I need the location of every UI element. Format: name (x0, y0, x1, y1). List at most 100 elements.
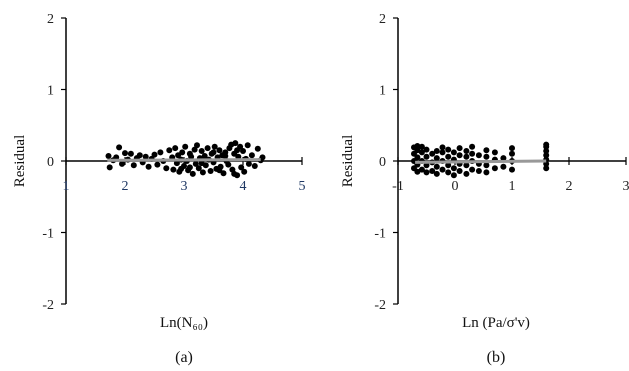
panel-a-data-point (199, 169, 206, 176)
panel-a-data-point (225, 161, 232, 168)
panel-a-data-point (204, 145, 211, 152)
panel-b-x-tick-label: 0 (452, 179, 459, 194)
panel-b-data-point (456, 168, 463, 174)
panel-a-data-point (211, 143, 218, 150)
panel-b-y-axis-title: Residual (340, 135, 356, 188)
panel-a-data-point (198, 148, 205, 154)
panel-a-data-point (142, 153, 149, 160)
panel-a-y-tick-label: -2 (42, 298, 54, 313)
panel-b-trend-line (415, 159, 547, 164)
panel-b-data-point (433, 155, 440, 162)
panel-a-x-tick-label: 5 (299, 179, 306, 194)
panel-a-caption: (a) (175, 349, 193, 366)
panel-a-data-point (248, 152, 255, 159)
panel-b-y-tick-label: -1 (374, 227, 386, 242)
panel-b-caption: (b) (487, 349, 506, 366)
panel-b-data-point (418, 143, 425, 150)
panel-a-data-point (173, 160, 180, 167)
panel-a-data-point (172, 145, 179, 152)
panel-a-y-tick-label: -1 (42, 227, 54, 242)
panel-b-data-point (429, 150, 436, 157)
panel-a-data-point (192, 160, 199, 167)
panel-b-x-tick-label: 1 (509, 179, 516, 194)
panel-b-data-point (450, 172, 457, 179)
panel-a-data-point (201, 153, 208, 159)
panel-a-data-point (116, 144, 123, 151)
panel-b-data-point (509, 166, 515, 173)
panel-b-x-axis-title: Ln (Pa/σ'v) (462, 315, 530, 331)
panel-b-data-point (423, 146, 430, 153)
panel-b-data-point (439, 144, 446, 151)
panel-b-data-point (414, 147, 421, 154)
panel-b-data-point (414, 168, 421, 175)
panel-b-y-tick-label: -2 (374, 298, 386, 313)
panel-b-data-point (450, 149, 457, 156)
panel-a-data-point (130, 162, 137, 169)
panel-b-y-tick-label: 0 (379, 155, 386, 170)
panel-a-data-point (232, 140, 239, 147)
panel-a-data-point (179, 149, 186, 156)
panel-b-data-point (433, 148, 440, 154)
panel-b-data-point (509, 150, 515, 157)
panel-a-y-tick-label: 0 (47, 155, 54, 170)
panel-a-x-tick-label: 1 (63, 179, 70, 194)
panel-b-data-point (418, 149, 425, 156)
panel-a-y-tick-label: 1 (47, 84, 54, 99)
panel-a-data-point (166, 147, 173, 154)
panel-a-data-point (234, 147, 241, 154)
panel-b-data-point (475, 168, 482, 174)
panel-a-data-point (122, 150, 128, 157)
panel-a-x-tick-label: 2 (122, 179, 129, 194)
panel-a-y-axis-title: Residual (12, 135, 28, 188)
panel-b-data-point (500, 155, 507, 162)
panel-a-data-point (216, 167, 223, 174)
panel-a-data-point (240, 148, 246, 154)
panel-a-data-point (210, 149, 217, 156)
panel-a-data-point (194, 142, 200, 149)
panel-b-data-point (483, 162, 490, 169)
panel-b-data-point (433, 170, 440, 177)
panel-a-x-axis-title: Ln(N₆₀) (160, 315, 208, 331)
panel-b-data-point (463, 170, 470, 177)
panel-a-data-point (251, 163, 258, 169)
panel-b-data-point (469, 166, 476, 173)
panel-b-data-point (469, 143, 476, 150)
panel-b-data-point (445, 146, 452, 153)
panel-b-data-point (509, 145, 515, 152)
panel-a-data-point (106, 164, 113, 171)
panel-b-data-point (456, 152, 463, 159)
panel-b-data-point (543, 141, 550, 148)
panel-b-x-tick-label: 2 (566, 179, 573, 194)
panel-a-data-point (254, 145, 261, 152)
panel-b-data-point (450, 165, 457, 172)
panel-a-y-tick-label: 2 (47, 12, 54, 27)
panel-b-data-point (463, 162, 470, 169)
panel-a-data-point (244, 142, 251, 149)
panel-a-data-point (207, 168, 214, 174)
panel-b-data-point (423, 169, 430, 176)
panel-a-x-tick-label: 3 (181, 179, 188, 194)
panel-b-data-point (445, 153, 452, 160)
panel-b-data-point (483, 169, 490, 176)
panel-a-data-point (154, 161, 161, 168)
panel-b-x-tick-label: 3 (623, 179, 629, 194)
panel-a-data-point (119, 160, 125, 167)
panel-b-data-point (491, 165, 498, 172)
panel-a-data-point (136, 152, 143, 159)
panel-a-data-point (186, 164, 193, 171)
panel-a-data-point (189, 170, 196, 177)
panel-b-data-point (414, 143, 421, 149)
panel-b-data-point (439, 149, 446, 156)
panel-a-data-point (157, 149, 164, 156)
panel-b-data-point (445, 162, 452, 169)
panel-a-data-point (188, 153, 195, 160)
panel-a-data-point (216, 147, 223, 154)
panel-b-data-point (543, 165, 550, 172)
panel-a-data-point (245, 160, 252, 167)
panel-b-data-point (483, 147, 490, 154)
panel-a-data-point (231, 170, 238, 177)
panel-b-data-point (483, 153, 490, 160)
panel-b-data-point (418, 166, 425, 173)
